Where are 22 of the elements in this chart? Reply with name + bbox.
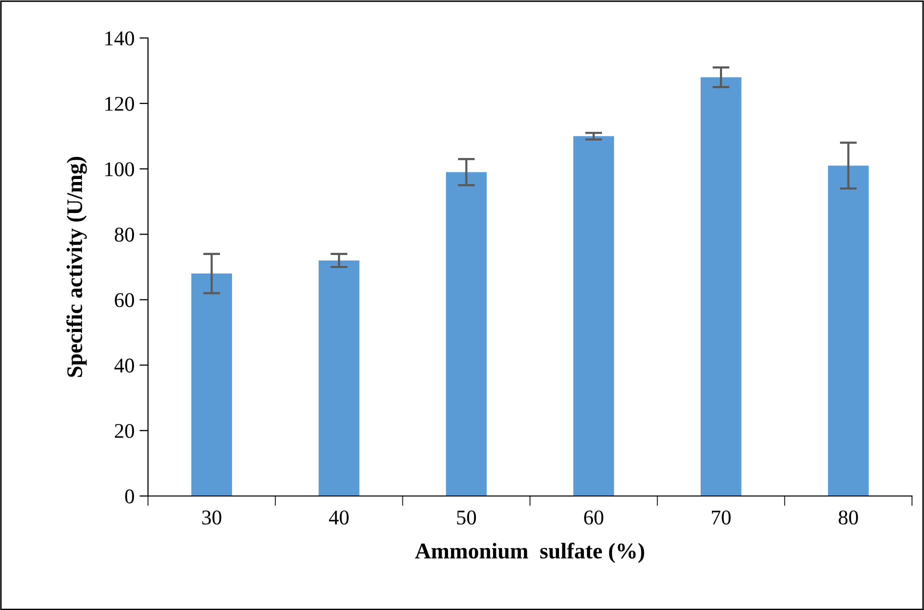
y-tick-label: 80 — [114, 228, 134, 242]
y-tick-label: 100 — [105, 162, 134, 176]
bar — [828, 166, 869, 496]
bar — [446, 172, 487, 496]
x-axis-title: Ammonium sulfate (%) — [415, 542, 644, 564]
y-tick-label: 0 — [125, 489, 134, 504]
x-tick-label: 30 — [202, 510, 222, 525]
y-tick-label: 20 — [114, 424, 134, 438]
y-tick-label: 40 — [114, 358, 134, 373]
x-tick-label: 80 — [838, 510, 858, 525]
x-tick-label: 50 — [457, 510, 476, 525]
y-axis-title: Specific activity (U/mg) — [66, 156, 87, 377]
bar — [573, 136, 614, 496]
y-tick-label: 140 — [105, 31, 134, 46]
x-tick-label: 40 — [328, 510, 349, 525]
bar — [318, 260, 360, 496]
bar — [700, 77, 742, 496]
x-tick-label: 70 — [712, 510, 731, 525]
y-tick-label: 60 — [114, 293, 134, 308]
bar — [191, 274, 232, 496]
x-tick-label: 60 — [584, 510, 604, 525]
y-tick-label: 120 — [105, 96, 134, 111]
